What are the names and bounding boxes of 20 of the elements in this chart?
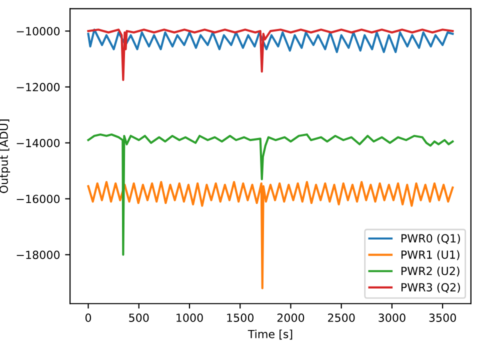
- x-tick-label: 2500: [328, 314, 355, 322]
- y-tick-label: −10000: [16, 27, 60, 36]
- line-series: [87, 28, 454, 82]
- x-tick-label: 0: [85, 314, 92, 322]
- line-series: [87, 28, 454, 54]
- legend-label: PWR0 (Q1): [402, 234, 460, 244]
- y-tick-label: −18000: [16, 250, 60, 260]
- x-tick-label: 3500: [429, 314, 456, 322]
- x-tick-label: 1500: [227, 314, 254, 322]
- legend-label: PWR3 (Q2): [402, 282, 460, 293]
- y-tick-label: −16000: [16, 194, 60, 204]
- y-tick-label: −12000: [16, 82, 60, 92]
- y-tick-label: −14000: [16, 138, 60, 148]
- legend-label: PWR1 (U1): [402, 250, 460, 260]
- x-tick-label: 500: [129, 314, 149, 322]
- x-tick-label: 3000: [378, 314, 406, 322]
- legend-label: PWR2 (U2): [402, 266, 460, 276]
- x-tick-label: 2000: [277, 314, 304, 322]
- x-axis-title: Time [s]: [248, 330, 292, 340]
- x-tick-label: 1000: [176, 314, 203, 322]
